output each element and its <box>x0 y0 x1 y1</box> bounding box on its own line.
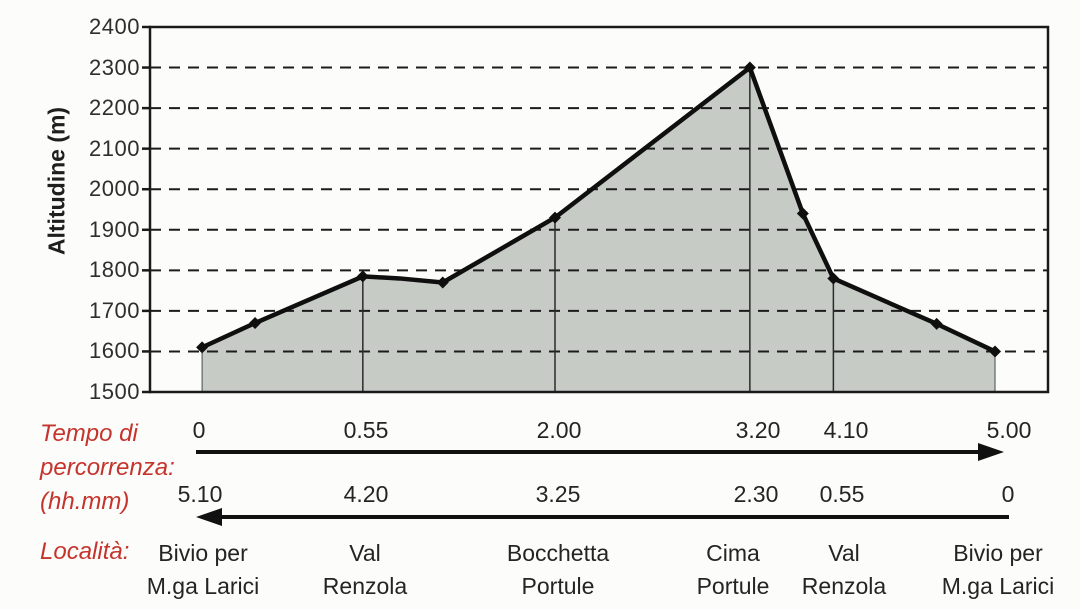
time-axis-label-line1: Tempo di <box>40 420 138 447</box>
waypoint-name-line1: Bivio per <box>953 540 1043 566</box>
y-axis-title: Altitudine (m) <box>43 106 70 256</box>
y-axis-tick-label: 1600 <box>89 338 140 363</box>
waypoint-name-line2: Renzola <box>801 573 887 599</box>
waypoint-name-line1: Bocchetta <box>506 540 610 566</box>
localita-label: Località: <box>40 538 130 565</box>
data-point-marker <box>827 272 840 285</box>
waypoint-name: Bivio per M.ga Larici <box>942 537 1054 603</box>
y-axis-tick-label: 2100 <box>89 136 140 161</box>
y-axis-tick-label: 2000 <box>89 176 140 201</box>
y-axis-tick-label: 1900 <box>89 217 140 242</box>
waypoint-name: Val Renzola <box>323 537 407 603</box>
waypoint-name-line2: M.ga Larici <box>941 573 1055 599</box>
time-forward-label: 0.55 <box>343 417 389 443</box>
time-forward-label: 4.10 <box>823 417 869 443</box>
time-forward-label: 3.20 <box>735 417 781 443</box>
data-point-marker <box>796 207 809 220</box>
y-axis-tick-label: 1500 <box>89 379 140 404</box>
waypoint-name: Bivio per M.ga Larici <box>147 537 259 603</box>
time-return-label: 0 <box>1001 481 1015 507</box>
waypoint-name-line1: Cima <box>706 540 760 566</box>
waypoint-name-line2: Renzola <box>322 573 408 599</box>
plot-frame <box>148 25 1050 394</box>
return-arrow-head <box>196 508 222 526</box>
data-point-marker <box>930 317 943 330</box>
time-return-label: 0.55 <box>819 481 865 507</box>
y-axis-tick-label: 2200 <box>89 95 140 120</box>
time-return-label: 4.20 <box>343 481 389 507</box>
data-point-marker <box>743 61 756 74</box>
data-point-marker <box>356 270 369 283</box>
y-axis-tick-label: 1700 <box>89 298 140 323</box>
time-axis-label-line2: percorrenza: <box>40 454 175 481</box>
waypoint-name-line1: Val <box>349 540 381 566</box>
data-point-marker <box>196 341 209 354</box>
time-forward-label: 2.00 <box>536 417 582 443</box>
y-axis-tick-label: 2400 <box>89 14 140 39</box>
forward-arrow-head <box>978 443 1004 461</box>
data-point-marker <box>436 276 449 289</box>
waypoint-name: Bocchetta Portule <box>507 537 609 603</box>
data-point-marker <box>249 317 262 330</box>
time-forward-label: 5.00 <box>986 417 1032 443</box>
y-axis-tick-label: 1800 <box>89 257 140 282</box>
time-axis-label-line3: (hh.mm) <box>40 488 130 515</box>
data-point-marker <box>989 345 1002 358</box>
waypoint-name: Val Renzola <box>802 537 886 603</box>
waypoint-name: Cima Portule <box>697 537 770 603</box>
waypoint-name-line1: Bivio per <box>158 540 248 566</box>
waypoint-name-line1: Val <box>828 540 860 566</box>
time-return-label: 3.25 <box>535 481 581 507</box>
time-return-label: 2.30 <box>733 481 779 507</box>
y-axis-tick-label: 2300 <box>89 55 140 80</box>
waypoint-name-line2: Portule <box>696 573 770 599</box>
waypoint-name-line2: Portule <box>521 573 595 599</box>
waypoint-name-line2: M.ga Larici <box>146 573 260 599</box>
time-forward-label: 0 <box>192 417 206 443</box>
time-return-label: 5.10 <box>177 481 223 507</box>
data-point-marker <box>548 211 561 224</box>
